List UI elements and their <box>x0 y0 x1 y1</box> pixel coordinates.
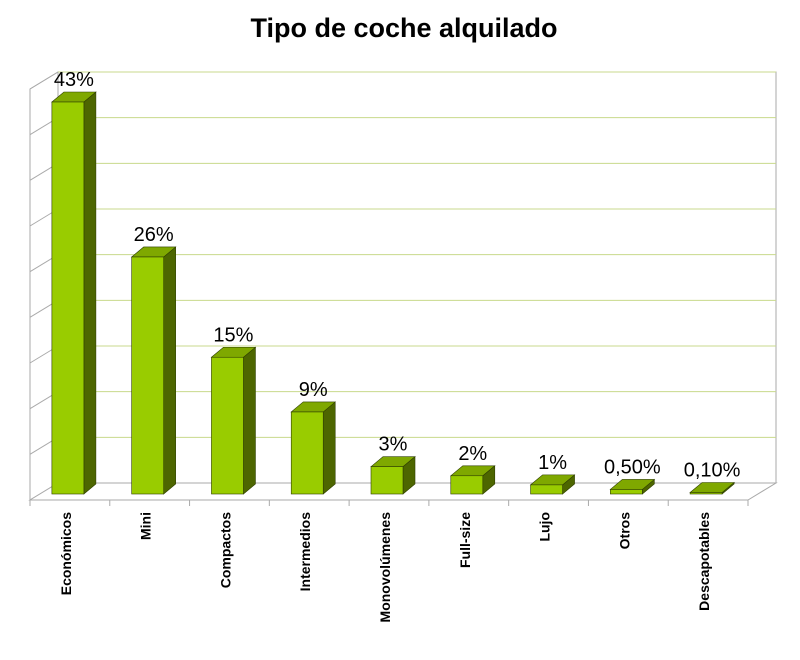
bar <box>370 466 404 495</box>
x-tick-label: Otros <box>616 512 632 550</box>
gridline-side <box>29 71 59 90</box>
bar <box>51 101 85 495</box>
bar-side <box>163 246 176 495</box>
data-label: 3% <box>379 434 408 456</box>
data-label: 43% <box>54 69 94 91</box>
bar <box>689 492 723 495</box>
bar-side <box>83 91 97 495</box>
chart-title: Tipo de coche alquilado <box>250 13 557 43</box>
bar <box>131 256 164 495</box>
x-tick-label: Compactos <box>217 512 233 588</box>
back-wall <box>57 71 777 484</box>
bar <box>290 411 324 495</box>
x-tick-label: Económicos <box>58 512 74 595</box>
plot-area: 43% Económicos 26% Mini 15% Compactos 9% Interm… <box>28 69 778 623</box>
x-tick-label: Lujo <box>537 512 553 542</box>
x-tick-label: Mini <box>138 512 154 540</box>
data-label: 26% <box>134 224 174 246</box>
x-tick-label: Full-size <box>457 512 473 568</box>
x-tick-label: Descapotables <box>696 512 712 611</box>
bar <box>450 475 484 495</box>
data-label: 0,10% <box>684 460 741 482</box>
data-label: 9% <box>299 379 328 401</box>
data-label: 15% <box>213 324 253 346</box>
bar <box>211 356 244 495</box>
bar-side <box>243 346 256 495</box>
x-tick-label: Intermedios <box>297 512 313 592</box>
bar <box>610 489 643 495</box>
bar <box>530 484 563 495</box>
data-label: 1% <box>538 452 567 474</box>
data-label: 0,50% <box>604 456 661 478</box>
bar-side <box>322 401 336 495</box>
data-label: 2% <box>458 443 487 465</box>
x-tick-label: Monovolúmenes <box>377 512 393 623</box>
